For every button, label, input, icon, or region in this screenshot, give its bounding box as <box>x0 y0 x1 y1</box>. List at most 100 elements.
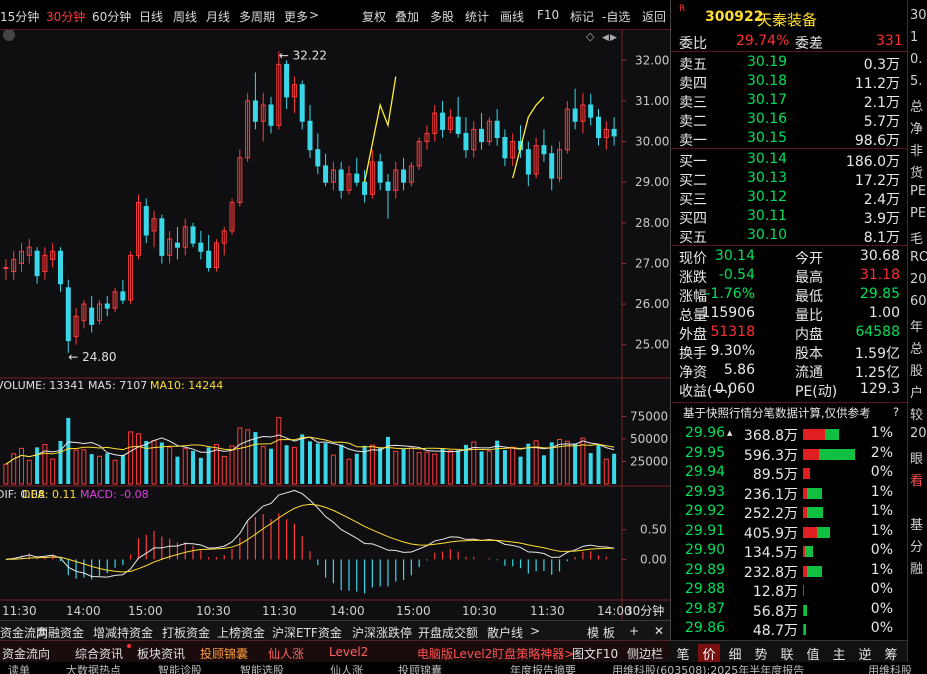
tool-draw-line[interactable]: 画线 <box>500 10 525 24</box>
view-tick[interactable]: 笔 <box>676 648 690 663</box>
tab-sector-news[interactable]: 板块资讯 <box>137 647 186 661</box>
view-detail[interactable]: 细 <box>728 648 742 663</box>
volume-bar <box>603 458 609 485</box>
ticker-item[interactable]: 读单 <box>8 664 30 674</box>
tab-top-list[interactable]: 上榜资金 <box>217 626 266 640</box>
buy-volume: 3.9万 <box>863 211 900 227</box>
candle-body <box>276 63 282 126</box>
fenbi-row: 29.92 252.2万 1% <box>671 503 908 522</box>
tab-open-volume[interactable]: 开盘成交额 <box>418 626 479 640</box>
volume-bar <box>58 440 63 484</box>
volume-ma10-label: MA10: 14244 <box>150 379 223 392</box>
candle-body <box>198 242 204 252</box>
period-month[interactable]: 月线 <box>206 10 231 24</box>
volume-bar <box>378 447 383 484</box>
level2-promo-link[interactable]: 电脑版Level2盯盘策略神器> <box>417 647 575 661</box>
period-week[interactable]: 周线 <box>173 10 198 24</box>
help-icon[interactable]: ? <box>893 405 900 419</box>
period-15min[interactable]: 15分钟 <box>0 10 40 24</box>
candle-body <box>463 132 469 151</box>
volume-bar <box>471 441 477 485</box>
add-icon[interactable]: + <box>629 624 640 638</box>
tab-xianrenzhang[interactable]: 仙人涨 <box>268 647 305 661</box>
fenbi-percent: 0% <box>870 620 893 636</box>
view-main[interactable]: 主 <box>832 648 846 663</box>
tool-mark[interactable]: 标记 <box>570 10 595 24</box>
period-day[interactable]: 日线 <box>139 10 164 24</box>
stock-code: 300922 <box>705 9 764 25</box>
period-more[interactable]: 更多 <box>284 10 309 24</box>
sell-volume: 11.2万 <box>854 76 900 92</box>
fenbi-bar-sell <box>803 546 805 557</box>
period-60min[interactable]: 60分钟 <box>92 10 132 24</box>
tool-restore-rights[interactable]: 复权 <box>362 10 387 24</box>
kline-chart[interactable]: ◇ ◀ ▶ 32.00 31.00 30.00 29.00 28.00 27.00 26.00 25… <box>0 29 670 620</box>
template-button[interactable]: 模 板 <box>587 626 615 640</box>
tab-margin[interactable]: 两融资金 <box>36 626 85 640</box>
stat-row: 现价 30.14 今开 30.68 <box>671 248 908 267</box>
ticker-item[interactable]: 智能选股 <box>240 664 284 674</box>
sell-row: 卖四 30.18 11.2万 <box>671 73 908 92</box>
candle-body <box>50 250 56 260</box>
candle-body <box>315 149 321 167</box>
ticker-item[interactable]: 仙人涨 <box>330 664 363 674</box>
tab-news[interactable]: 综合资讯 <box>75 647 124 661</box>
candle-body <box>603 128 609 138</box>
fenbi-percent: 1% <box>870 483 893 500</box>
close-icon[interactable]: ✕ <box>654 624 665 638</box>
fenbi-percent: 1% <box>870 561 893 578</box>
period-multi[interactable]: 多周期 <box>239 10 276 24</box>
tool-statistics[interactable]: 统计 <box>465 10 490 24</box>
ticker-item[interactable]: 智能诊股 <box>158 664 202 674</box>
candle-body <box>393 169 399 191</box>
tool-f10[interactable]: F10 <box>537 8 560 22</box>
side-info-fragment: 60 <box>910 294 927 309</box>
tab-level2[interactable]: Level2 <box>329 645 369 659</box>
view-chips[interactable]: 筹 <box>884 648 898 663</box>
candle-body <box>564 108 570 151</box>
tab-holdings-change[interactable]: 增减持资金 <box>93 626 154 640</box>
stat-value: 64588 <box>855 324 900 340</box>
ticker-item[interactable]: 投顾锦囊 <box>398 664 442 674</box>
tool-watchlist[interactable]: -自选 <box>602 10 631 24</box>
tab-sidebar[interactable]: 侧边栏 <box>627 647 664 661</box>
volume-bar <box>245 429 251 485</box>
chevron-right-icon[interactable]: > <box>530 624 541 638</box>
candle-body <box>42 254 48 273</box>
view-price[interactable]: 价 <box>698 644 720 663</box>
ticker-item[interactable]: 大数据热点 <box>66 664 121 674</box>
tab-etf-fund[interactable]: 沪深ETF资金 <box>272 626 342 640</box>
buy-price: 30.10 <box>747 227 788 243</box>
tool-multi-stock[interactable]: 多股 <box>430 10 455 24</box>
ticker-item[interactable]: 年度报告摘要 <box>510 664 576 674</box>
view-link[interactable]: 联 <box>780 648 794 663</box>
tab-f10-graphic[interactable]: 图文F10 <box>572 647 619 661</box>
price-tick-label: 31.00 <box>635 94 669 108</box>
tab-limit-up-down[interactable]: 沪深涨跌停 <box>352 626 413 640</box>
volume-bar <box>128 431 134 485</box>
tab-fund-flow[interactable]: 资金流向 <box>0 626 49 640</box>
ticker-item[interactable]: 用维科股(603508):2025年半年度报告 <box>612 664 805 674</box>
chevron-right-icon[interactable]: > <box>309 8 320 22</box>
fenbi-volume: 232.8万 <box>743 564 798 581</box>
stat-value: 30.68 <box>859 248 900 264</box>
tool-back[interactable]: 返回 <box>642 10 667 24</box>
buy-row: 买五 30.10 8.1万 <box>671 227 908 246</box>
candle-body <box>557 149 563 179</box>
tab-advisor[interactable]: 投顾锦囊 <box>200 647 249 661</box>
stat-label: 最高 <box>795 270 823 286</box>
kline-chart-area[interactable]: ◇ ◀ ▶ 32.00 31.00 30.00 29.00 28.00 27.00 26.00 25… <box>0 29 670 620</box>
tab-fund-flow-2[interactable]: 资金流向 <box>2 647 51 661</box>
view-reverse[interactable]: 逆 <box>858 648 872 663</box>
candle-body <box>11 258 17 273</box>
tool-overlay[interactable]: 叠加 <box>395 10 420 24</box>
period-30min[interactable]: 30分钟 <box>46 10 86 24</box>
tab-retail-line[interactable]: 散户线 <box>487 626 524 640</box>
fenbi-price: 29.94 <box>685 464 726 480</box>
side-info-fragment: 基 <box>910 518 924 533</box>
view-trend[interactable]: 势 <box>754 648 768 663</box>
tab-limit-board[interactable]: 打板资金 <box>162 626 211 640</box>
ticker-item[interactable]: 用维科股 <box>868 664 912 674</box>
candle-body <box>128 254 134 301</box>
view-value[interactable]: 值 <box>806 648 820 663</box>
